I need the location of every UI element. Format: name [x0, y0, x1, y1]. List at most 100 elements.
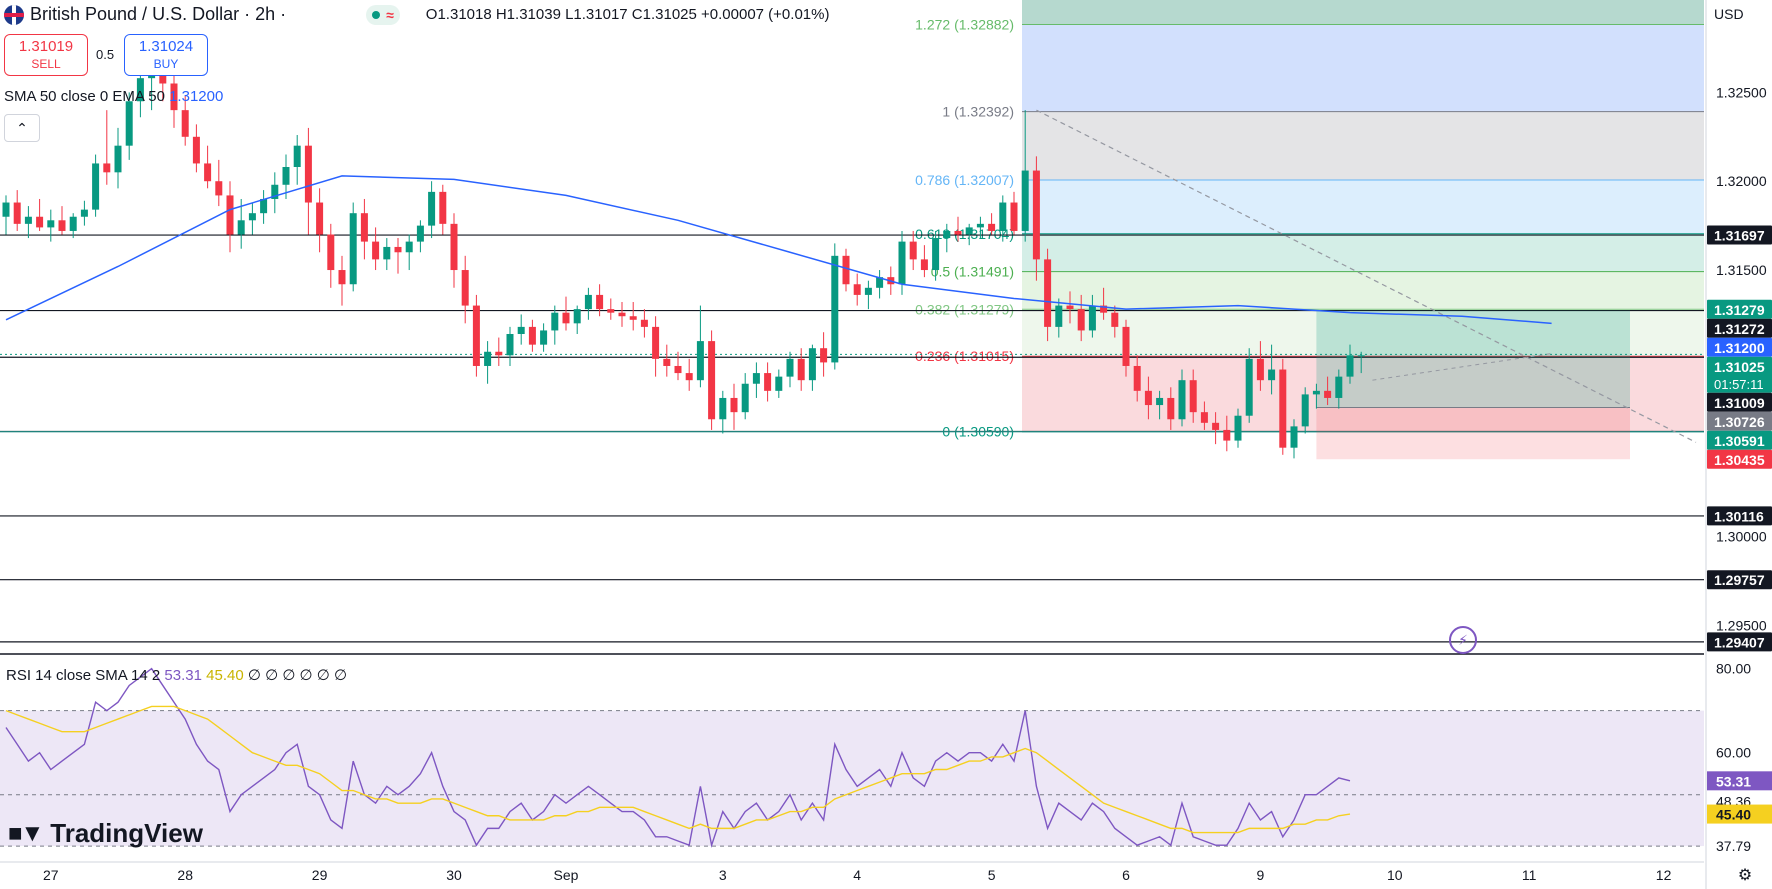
- candle-down: [988, 223, 996, 231]
- candle-down: [204, 163, 212, 182]
- candle-down: [652, 326, 660, 359]
- buy-button[interactable]: 1.31024 BUY: [124, 34, 208, 76]
- tradingview-logo[interactable]: ■▼ TradingView: [8, 818, 203, 849]
- candle-up: [24, 216, 32, 224]
- time-axis-tick-label: 29: [312, 867, 328, 883]
- candle-down: [495, 351, 503, 356]
- candle-down: [685, 373, 693, 381]
- price-axis-tag-label: 1.30591: [1714, 433, 1765, 449]
- settings-gear-icon[interactable]: ⚙: [1737, 867, 1753, 884]
- tradingview-logo-icon: ■▼: [8, 819, 44, 847]
- candle-up: [551, 312, 559, 331]
- candle-up: [1346, 355, 1354, 377]
- candle-up: [271, 184, 279, 199]
- price-axis-tag: [1707, 506, 1772, 526]
- candle-up: [932, 238, 940, 271]
- sma-indicator-legend[interactable]: SMA 50 close 0 EMA 50 1.31200: [4, 88, 223, 105]
- candle-down: [13, 202, 21, 224]
- position-stop-zone: [1316, 407, 1630, 460]
- candle-up: [1088, 305, 1096, 331]
- currency-selector[interactable]: USD: [1714, 6, 1744, 22]
- fib-level-label: 0.236 (1.31015): [915, 348, 1014, 364]
- market-open-dot-icon: [372, 10, 381, 19]
- main-pane: 1.272 (1.32882) 1 (1.32392) 0.786 (1.32007…: [0, 0, 1704, 643]
- candle-up: [260, 198, 268, 214]
- symbol-header[interactable]: British Pound / U.S. Dollar · 2h · ≈ O1.…: [4, 4, 829, 25]
- candle-down: [1066, 305, 1074, 310]
- candle-down: [674, 365, 682, 374]
- price-axis-tag: [1707, 225, 1772, 245]
- price-axis-tag-label: 1.31279: [1714, 302, 1765, 318]
- fib-level-label: 1 (1.32392): [942, 104, 1014, 120]
- symbol-title[interactable]: British Pound / U.S. Dollar · 2h ·: [30, 4, 287, 24]
- uk-flag-icon: [4, 4, 24, 25]
- candle-down: [663, 358, 671, 366]
- candle-up: [540, 330, 548, 345]
- fib-zone: [1022, 179, 1704, 234]
- candle-up: [428, 191, 436, 226]
- buy-label: BUY: [153, 57, 179, 71]
- candle-up: [1055, 305, 1063, 327]
- candle-down: [1032, 170, 1040, 260]
- candle-up: [876, 277, 884, 288]
- candle-down: [1144, 390, 1152, 406]
- candle-down: [853, 284, 861, 295]
- candle-down: [1279, 369, 1287, 448]
- candle-down: [1133, 365, 1141, 391]
- candle-up: [517, 326, 525, 334]
- candle-up: [898, 241, 906, 285]
- price-axis-tag-label: 1.30435: [1714, 452, 1765, 468]
- candle-up: [1290, 426, 1298, 448]
- candle-up: [976, 223, 984, 228]
- sma-indicator-label: SMA 50 close 0 EMA 50: [4, 88, 165, 105]
- time-axis-tick-label: 11: [1522, 867, 1537, 883]
- ohlc-readout: O1.31018 H1.31039 L1.31017 C1.31025 +0.0…: [425, 6, 830, 23]
- market-status-badge[interactable]: ≈: [366, 4, 400, 25]
- candle-down: [181, 110, 189, 137]
- candle-down: [450, 223, 458, 271]
- time-axis-tick-label: 9: [1257, 867, 1265, 883]
- rsi-sma-line: [5, 705, 1351, 834]
- rsi-indicator-label: RSI 14 close SMA 14 2: [6, 667, 161, 684]
- candle-down: [1324, 390, 1332, 398]
- lightning-icon[interactable]: ⚡: [1449, 626, 1477, 654]
- sell-price: 1.31019: [18, 38, 74, 55]
- candle-up: [1357, 355, 1365, 357]
- candle-up: [47, 220, 55, 228]
- candle-down: [954, 230, 962, 235]
- candle-up: [741, 383, 749, 413]
- time-axis-tick-label: 30: [446, 867, 462, 883]
- fib-level-label: 0.382 (1.31279): [915, 301, 1014, 317]
- price-axis-tick-label: 1.30000: [1716, 529, 1767, 545]
- candle-down: [192, 136, 200, 164]
- candle-down: [215, 181, 223, 196]
- price-axis-tag-label: 1.29757: [1714, 572, 1765, 588]
- rsi-axis-tick-label: 80.00: [1716, 661, 1751, 677]
- rsi-axis-tick-label: 37.79: [1716, 838, 1751, 854]
- price-axis-tag-label: 1.31009: [1714, 395, 1765, 411]
- sma-indicator-value: 1.31200: [169, 88, 224, 105]
- candle-up: [1312, 390, 1320, 395]
- candle-down: [842, 255, 850, 285]
- price-axis-tag-label: 1.31025: [1714, 359, 1765, 375]
- rsi-indicator-legend[interactable]: RSI 14 close SMA 14 2 53.31 45.40 ∅ ∅ ∅ …: [6, 666, 347, 684]
- candle-up: [1156, 397, 1164, 406]
- fib-level-label: 0.5 (1.31491): [931, 264, 1014, 280]
- candle-down: [1200, 412, 1208, 423]
- price-axis-tag: [1707, 337, 1772, 357]
- fib-zone: [1022, 111, 1704, 180]
- candle-down: [618, 312, 626, 317]
- price-axis-tag-label: 1.31697: [1714, 228, 1765, 244]
- price-axis-tick-label: 1.32500: [1716, 84, 1767, 100]
- collapse-legend-button[interactable]: ⌃: [4, 114, 40, 142]
- fib-zone: [1022, 233, 1704, 272]
- candle-up: [506, 333, 514, 356]
- candle-up: [775, 376, 783, 391]
- position-path-line: [1372, 353, 1552, 381]
- candle-down: [1077, 309, 1085, 331]
- price-axis-tag: [1707, 632, 1772, 652]
- candle-up: [943, 230, 951, 239]
- price-axis-tag: [1707, 356, 1772, 393]
- sell-button[interactable]: 1.31019 SELL: [4, 34, 88, 76]
